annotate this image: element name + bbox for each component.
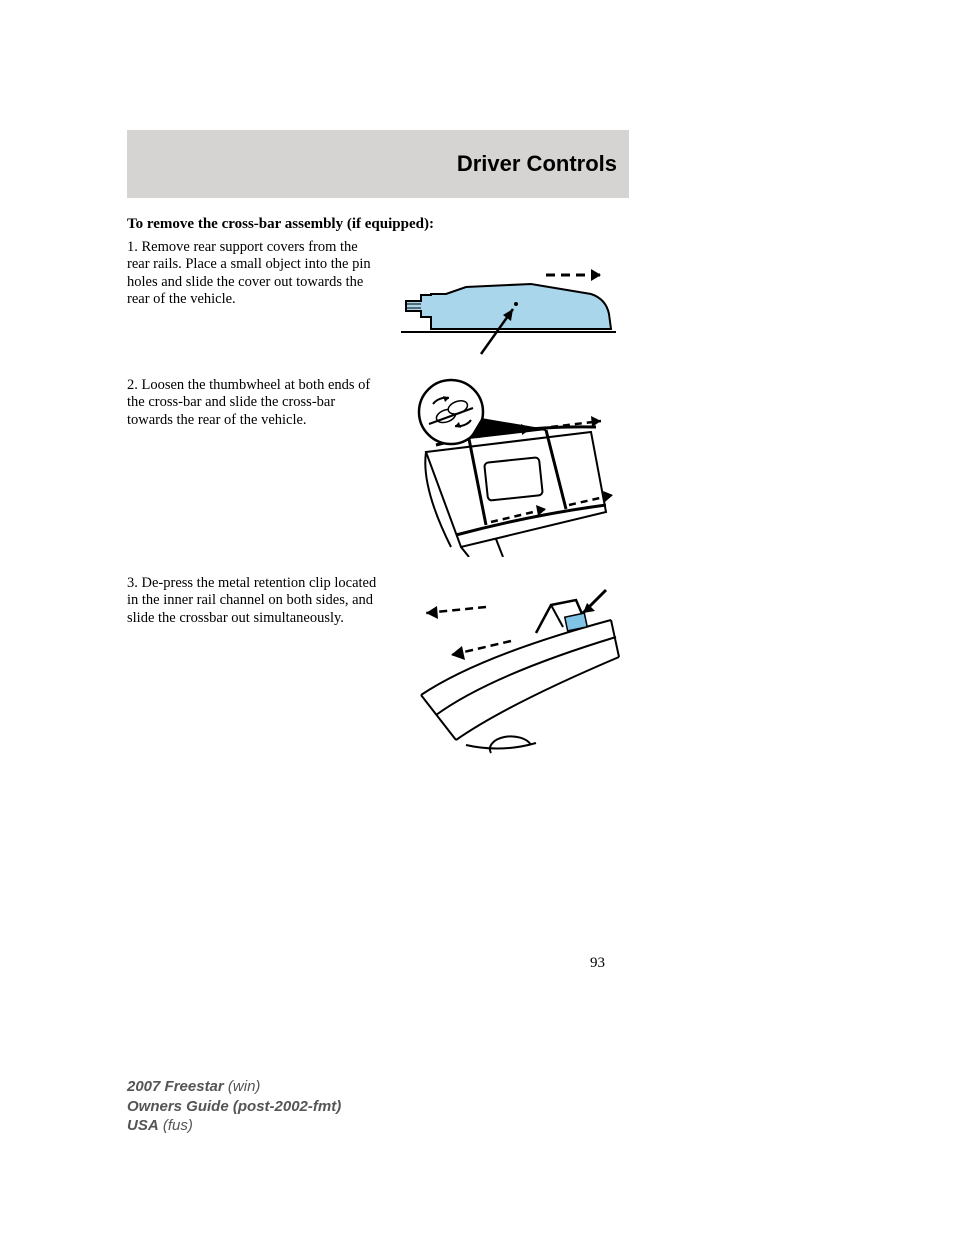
- page-content: To remove the cross-bar assembly (if equ…: [127, 216, 629, 773]
- footer-region-code: (fus): [163, 1117, 193, 1134]
- rail-corner-icon: [421, 600, 619, 753]
- zoom-detail-icon: [419, 380, 546, 444]
- section-header: Driver Controls: [127, 130, 629, 198]
- step-2: 2. Loosen the thumbwheel at both ends of…: [127, 377, 629, 557]
- step-2-body: Loosen the thumbwheel at both ends of th…: [127, 377, 370, 428]
- vehicle-roof-icon: [425, 427, 606, 557]
- step-1: 1. Remove rear support covers from the r…: [127, 239, 629, 359]
- footer-guide-code: (post-2002-fmt): [233, 1098, 341, 1115]
- figure-2: [382, 377, 629, 557]
- footer-line-1: 2007 Freestar (win): [127, 1077, 341, 1097]
- footer-model-code: (win): [228, 1078, 261, 1095]
- clip-diagram: [391, 575, 621, 755]
- footer-region: USA: [127, 1117, 159, 1134]
- step-2-text: 2. Loosen the thumbwheel at both ends of…: [127, 377, 382, 429]
- slide-out-arrows-icon: [426, 606, 511, 660]
- step-1-num: 1.: [127, 239, 138, 255]
- step-2-num: 2.: [127, 377, 138, 393]
- step-3-num: 3.: [127, 575, 138, 591]
- footer-guide: Owners Guide: [127, 1098, 229, 1115]
- step-1-body: Remove rear support covers from the rear…: [127, 239, 371, 307]
- roof-diagram: [391, 377, 621, 557]
- step-3: 3. De-press the metal retention clip loc…: [127, 575, 629, 755]
- footer: 2007 Freestar (win) Owners Guide (post-2…: [127, 1077, 341, 1136]
- rail-cover-diagram: [391, 239, 621, 359]
- retention-clip: [564, 613, 586, 631]
- step-3-body: De-press the metal retention clip locate…: [127, 575, 376, 626]
- footer-line-3: USA (fus): [127, 1116, 341, 1136]
- figure-1: [382, 239, 629, 359]
- press-arrow-icon: [583, 590, 606, 613]
- step-3-text: 3. De-press the metal retention clip loc…: [127, 575, 382, 627]
- subtitle: To remove the cross-bar assembly (if equ…: [127, 216, 629, 233]
- footer-model: 2007 Freestar: [127, 1078, 224, 1095]
- step-1-text: 1. Remove rear support covers from the r…: [127, 239, 382, 309]
- figure-3: [382, 575, 629, 755]
- rail-cover-shape: [406, 284, 611, 329]
- section-title: Driver Controls: [457, 151, 617, 177]
- slide-arrow-icon: [546, 269, 601, 281]
- footer-line-2: Owners Guide (post-2002-fmt): [127, 1097, 341, 1117]
- page-number: 93: [590, 955, 605, 972]
